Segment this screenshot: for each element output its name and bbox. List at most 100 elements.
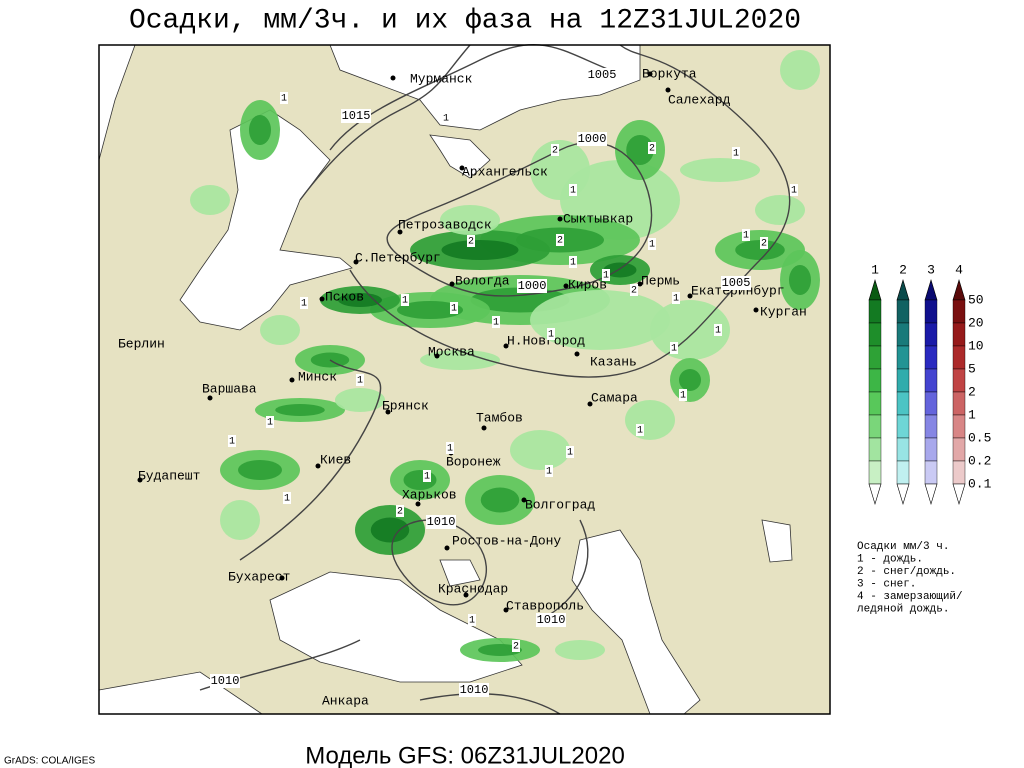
legend-swatch xyxy=(924,368,938,393)
city-label: Будапешт xyxy=(138,468,200,483)
city-label: Харьков xyxy=(402,487,457,502)
legend-caption: 4 - замерзающий/ xyxy=(857,591,963,603)
city-dot xyxy=(207,395,213,401)
phase-marker: 1 xyxy=(649,240,655,251)
legend-swatch xyxy=(868,460,882,485)
city-label: Н.Новгород xyxy=(507,333,585,348)
phase-marker: 1 xyxy=(570,186,576,197)
legend-column-label: 4 xyxy=(955,262,963,277)
city-label: Воронеж xyxy=(446,454,501,469)
precip-core xyxy=(626,135,654,165)
phase-marker-bg xyxy=(566,446,574,458)
isobar-label: 1000 xyxy=(578,132,607,146)
precip-core xyxy=(249,115,271,145)
phase-marker: 1 xyxy=(469,616,475,627)
legend-swatch xyxy=(868,368,882,393)
isobar-label: 1015 xyxy=(342,109,371,123)
phase-marker-bg xyxy=(732,147,740,159)
phase-marker-bg xyxy=(450,302,458,314)
phase-marker-bg xyxy=(760,237,768,249)
precip-area xyxy=(220,500,260,540)
legend-cap xyxy=(896,483,910,506)
city-label: Ставрополь xyxy=(506,598,584,613)
precip-area xyxy=(680,158,760,182)
phase-markers: 1 1 1 2 2 1 1 2 1 1 2 1 1 1 2 1 1 1 1 1 2 1 1 1 1 1 1 1 2 1 1 1 2 1 1 1 xyxy=(228,92,798,653)
city-label: Самара xyxy=(591,390,638,405)
phase-marker-bg xyxy=(547,328,555,340)
legend-cap xyxy=(924,483,938,506)
city-dot xyxy=(289,377,295,383)
phase-marker: 1 xyxy=(229,437,235,448)
phase-marker-bg xyxy=(602,269,610,281)
phase-marker-bg xyxy=(670,342,678,354)
phase-marker: 1 xyxy=(548,330,554,341)
city-dot xyxy=(459,165,465,171)
legend-swatch xyxy=(924,414,938,439)
phase-marker-bg xyxy=(283,492,291,504)
city-label: Петрозаводск xyxy=(398,217,492,232)
city-dot xyxy=(637,281,643,287)
legend-swatch xyxy=(896,345,910,370)
legend-caption: 1 - дождь. xyxy=(857,553,923,565)
legend-swatch xyxy=(924,322,938,347)
map-frame xyxy=(98,44,831,715)
legend-cap xyxy=(868,483,882,506)
isobar-label-bg xyxy=(536,613,566,627)
isobar-label-bg xyxy=(577,132,607,146)
legend-cap xyxy=(952,483,966,506)
legend-swatch xyxy=(896,368,910,393)
phase-marker-bg xyxy=(648,142,656,154)
city-dot xyxy=(753,307,759,313)
city-dot xyxy=(574,351,580,357)
legend-swatch xyxy=(924,437,938,462)
legend-caption: 3 - снег. xyxy=(857,578,916,590)
city-dot xyxy=(521,497,527,503)
legend-caption: 2 - снег/дождь. xyxy=(857,566,956,578)
city-dot xyxy=(397,229,403,235)
phase-marker: 1 xyxy=(743,231,749,242)
phase-marker-bg xyxy=(300,297,308,309)
city-dot xyxy=(587,401,593,407)
phase-marker-bg xyxy=(467,235,475,247)
isobar-label: 1010 xyxy=(427,515,456,529)
phase-marker-bg xyxy=(545,465,553,477)
legend-cap xyxy=(924,278,938,301)
city-label: Курган xyxy=(760,304,807,319)
city-label: С.Петербург xyxy=(355,250,441,265)
credit: GrADS: COLA/IGES xyxy=(4,756,95,767)
city-dot xyxy=(279,575,285,581)
city-dot xyxy=(444,545,450,551)
legend-level-label: 20 xyxy=(968,315,984,330)
city-label: Варшава xyxy=(202,381,257,396)
precip-core xyxy=(238,460,282,480)
isobar-label: 1005 xyxy=(722,276,751,290)
phase-marker-bg xyxy=(266,416,274,428)
legend-level-label: 0.5 xyxy=(968,430,991,445)
phase-marker-bg xyxy=(280,92,288,104)
phase-marker: 2 xyxy=(513,642,519,653)
city-label: Минск xyxy=(298,369,337,384)
legend-level-label: 5 xyxy=(968,361,976,376)
precip-core xyxy=(370,517,410,543)
isobar-label: 1010 xyxy=(211,674,240,688)
legend-level-label: 1 xyxy=(968,407,976,422)
precip-area xyxy=(335,388,385,412)
city-label: Екатеринбург xyxy=(691,283,785,298)
legend-caption: ледяной дождь. xyxy=(857,603,949,615)
city-label: Псков xyxy=(325,289,364,304)
phase-marker-bg xyxy=(742,229,750,241)
city-label: Воркута xyxy=(642,66,697,81)
title: Осадки, мм/3ч. и их фаза на 12Z31JUL2020 xyxy=(129,5,801,36)
phase-marker-bg xyxy=(356,374,364,386)
isobar-label-bg xyxy=(459,683,489,697)
legend-swatch xyxy=(896,460,910,485)
phase-marker: 1 xyxy=(673,294,679,305)
phase-marker-bg xyxy=(512,640,520,652)
legend-level-label: 0.2 xyxy=(968,453,991,468)
phase-marker: 1 xyxy=(301,299,307,310)
legend-swatch xyxy=(952,345,966,370)
legend-swatch xyxy=(952,437,966,462)
phase-marker: 2 xyxy=(631,286,637,297)
phase-marker-bg xyxy=(396,505,404,517)
city-dot xyxy=(385,409,391,415)
